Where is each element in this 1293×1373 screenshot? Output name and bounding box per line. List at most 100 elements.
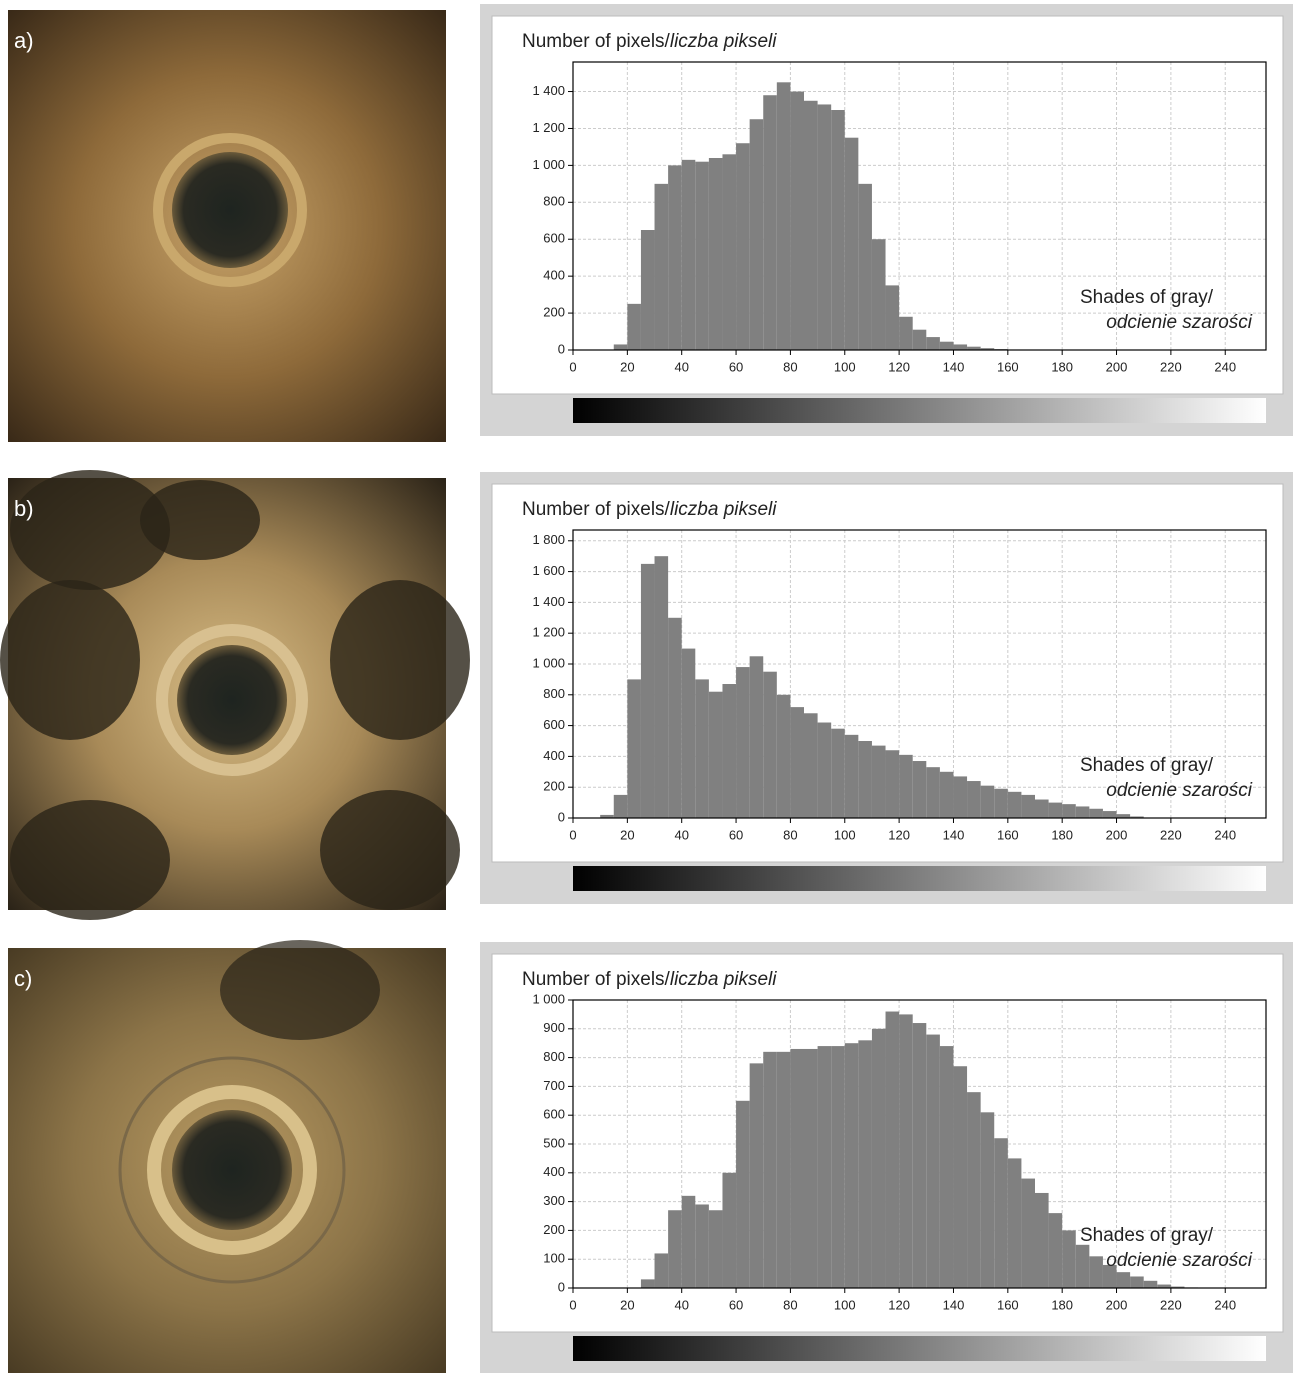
histogram-bar <box>695 1204 709 1288</box>
y-tick-label: 800 <box>543 194 565 209</box>
y-tick-label: 0 <box>558 1279 565 1294</box>
histogram-bar <box>858 1040 872 1288</box>
histogram-bar <box>858 183 872 350</box>
histogram-bar <box>967 1092 981 1288</box>
histogram-bar <box>804 1048 818 1288</box>
y-tick-label: 1 400 <box>532 83 565 98</box>
histogram-bar <box>640 230 655 350</box>
histogram-bar <box>668 1210 682 1288</box>
histogram-bar <box>804 713 818 818</box>
histogram-bar <box>736 667 750 818</box>
histogram-bar <box>1102 811 1117 818</box>
histogram-bar <box>1130 816 1144 818</box>
y-tick-label: 700 <box>543 1078 565 1093</box>
histogram-bar <box>790 707 804 818</box>
histogram-bar <box>1130 1276 1144 1288</box>
histogram-bar <box>776 82 791 351</box>
histogram-bar <box>627 303 641 350</box>
histogram-bar <box>899 316 913 350</box>
histogram-bar <box>817 104 832 350</box>
histogram-bar <box>708 1210 723 1288</box>
histogram-bar <box>695 679 709 818</box>
histogram-bar <box>1007 791 1022 818</box>
histogram-bar <box>844 137 859 350</box>
histogram-bar <box>831 728 845 818</box>
x-tick-label: 0 <box>569 359 576 374</box>
histogram-bar <box>1157 1284 1171 1288</box>
histogram-bar <box>763 671 777 818</box>
histogram-bar <box>668 165 682 350</box>
histogram-bar <box>1075 1244 1090 1288</box>
panel-label: c) <box>14 966 32 991</box>
histogram-bar <box>736 143 750 350</box>
histogram-bar <box>1062 1230 1076 1288</box>
histogram-bar <box>763 1051 777 1288</box>
x-tick-label: 180 <box>1051 1297 1073 1312</box>
y-tick-label: 600 <box>543 231 565 246</box>
histogram-bar <box>912 329 927 350</box>
gray-scale-bar <box>573 866 1266 891</box>
histogram-bar <box>994 788 1008 818</box>
histogram-bar <box>831 1046 845 1288</box>
histogram-bar <box>967 346 981 350</box>
y-tick-label: 800 <box>543 1049 565 1064</box>
x-tick-label: 200 <box>1106 1297 1128 1312</box>
x-axis-label-italic: odcienie szarości <box>1106 1250 1253 1271</box>
x-tick-label: 0 <box>569 1297 576 1312</box>
x-axis-label-italic: odcienie szarości <box>1106 780 1253 801</box>
x-tick-label: 60 <box>729 359 743 374</box>
y-tick-label: 0 <box>558 809 565 824</box>
x-tick-label: 160 <box>997 359 1019 374</box>
y-axis-label-text: Number of pixels/ <box>522 31 671 52</box>
y-axis-label-italic: liczba pikseli <box>670 969 777 990</box>
y-tick-label: 1 400 <box>532 594 565 609</box>
y-tick-label: 1 200 <box>532 625 565 640</box>
x-tick-label: 40 <box>674 827 688 842</box>
histogram-bar <box>654 183 669 350</box>
y-tick-label: 400 <box>543 1164 565 1179</box>
histogram-bar <box>1021 794 1035 818</box>
x-tick-label: 200 <box>1106 827 1128 842</box>
histogram-bar <box>681 159 696 350</box>
histogram-bar <box>871 745 886 818</box>
histogram-bar <box>885 285 900 350</box>
histogram-bar <box>1116 814 1131 818</box>
histogram-bar <box>926 337 940 350</box>
x-tick-label: 20 <box>620 359 634 374</box>
y-tick-label: 1 000 <box>532 655 565 670</box>
x-tick-label: 80 <box>783 827 797 842</box>
x-tick-label: 40 <box>674 1297 688 1312</box>
histogram-bar <box>1062 804 1076 818</box>
histogram-bar <box>871 1028 886 1288</box>
y-tick-label: 1 200 <box>532 120 565 135</box>
x-tick-label: 160 <box>997 1297 1019 1312</box>
histogram-bar <box>640 1279 655 1288</box>
histogram-bar <box>844 1043 859 1288</box>
histogram-bar <box>953 776 968 818</box>
histogram-bar <box>912 1023 927 1288</box>
histogram-bar <box>790 1048 804 1288</box>
histogram-bar <box>817 722 832 818</box>
histogram-bar <box>627 679 641 818</box>
histogram-bar <box>1089 808 1103 818</box>
histogram-bar <box>613 344 628 350</box>
histogram-bar <box>858 740 872 818</box>
x-axis-label: Shades of gray/ <box>1080 755 1214 776</box>
histogram-bar <box>790 91 804 351</box>
histogram-bar <box>776 1051 791 1288</box>
photo-c <box>8 940 446 1373</box>
x-tick-label: 60 <box>729 827 743 842</box>
y-axis-label-italic: liczba pikseli <box>670 499 777 520</box>
x-axis-label-italic: odcienie szarości <box>1106 312 1253 333</box>
x-axis-label: Shades of gray/ <box>1080 287 1214 308</box>
x-tick-label: 240 <box>1214 827 1236 842</box>
x-tick-label: 100 <box>834 827 856 842</box>
histogram-bar <box>831 110 845 350</box>
x-tick-label: 140 <box>943 359 965 374</box>
histogram-bar <box>967 781 981 818</box>
y-tick-label: 200 <box>543 779 565 794</box>
histogram-bar <box>1048 1213 1063 1288</box>
histogram-bar <box>885 1011 900 1288</box>
